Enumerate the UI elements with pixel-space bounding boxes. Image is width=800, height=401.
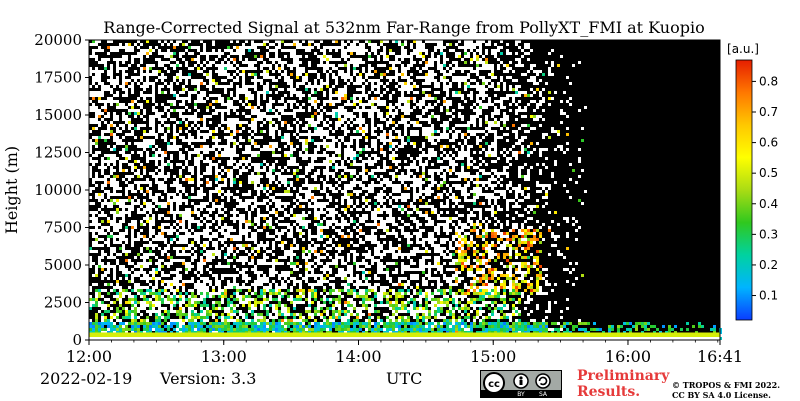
colorbar-tick-label: 0.8 [759,74,778,88]
x-tick-label: 15:00 [470,347,516,366]
colorbar-tick-label: 0.4 [759,197,778,211]
copyright-line-1: © TROPOS & FMI 2022. [672,380,780,390]
colorbar-tick-label: 0.3 [759,227,778,241]
y-tick-label: 17500 [34,69,82,87]
y-axis-label: Height (m) [2,146,21,234]
y-tick-label: 10000 [34,181,82,199]
y-tick-label: 15000 [34,106,82,124]
footer-date: 2022-02-19 [40,369,132,388]
colorbar-tick-label: 0.6 [759,136,778,150]
x-tick-label: 12:00 [66,347,112,366]
colorbar-tick-label: 0.1 [759,289,778,303]
sa-label: SA [539,391,548,397]
license-badge-icon: cc BY SA [480,370,562,398]
colorbar-gradient [736,60,752,320]
sa-icon [536,374,550,388]
by-label: BY [517,391,525,397]
preliminary-line-2: Results. [577,384,669,400]
chart-title: Range-Corrected Signal at 532nm Far-Rang… [103,18,704,37]
x-tick-label: 16:00 [605,347,651,366]
footer-version: Version: 3.3 [160,369,256,388]
ground-signal-band [89,333,720,338]
y-tick-label: 2500 [44,294,82,312]
title: Range-Corrected Signal at 532nm Far-Rang… [103,18,704,37]
preliminary-line-1: Preliminary [577,368,669,384]
x-tick-label: 13:00 [201,347,247,366]
x-tick-label: 16:41 [697,347,743,366]
colorbar-tick-label: 0.7 [759,105,778,119]
colorbar: [a.u.] 0.1 0.2 0.3 0.4 0.5 0.6 0.7 0.8 [727,42,778,320]
y-tick-label: 7500 [44,219,82,237]
y-tick-label: 20000 [34,31,82,49]
x-tick-label: 14:00 [335,347,381,366]
copyright-line-2: CC BY SA 4.0 License. [672,390,780,400]
colorbar-unit: [a.u.] [727,42,759,56]
colorbar-ticks: 0.1 0.2 0.3 0.4 0.5 0.6 0.7 0.8 [752,74,778,302]
footer-utc: UTC [386,369,422,388]
x-axis: 12:00 13:00 14:00 15:00 16:00 16:41 [66,340,743,366]
y-tick-label: 5000 [44,256,82,274]
preliminary-note: Preliminary Results. [577,368,669,400]
cc-icon: cc [488,379,500,390]
colorbar-tick-label: 0.2 [759,258,778,272]
colorbar-tick-label: 0.5 [759,166,778,180]
y-tick-label: 12500 [34,144,82,162]
copyright-note: © TROPOS & FMI 2022. CC BY SA 4.0 Licens… [672,380,780,400]
plot-area [89,40,722,340]
